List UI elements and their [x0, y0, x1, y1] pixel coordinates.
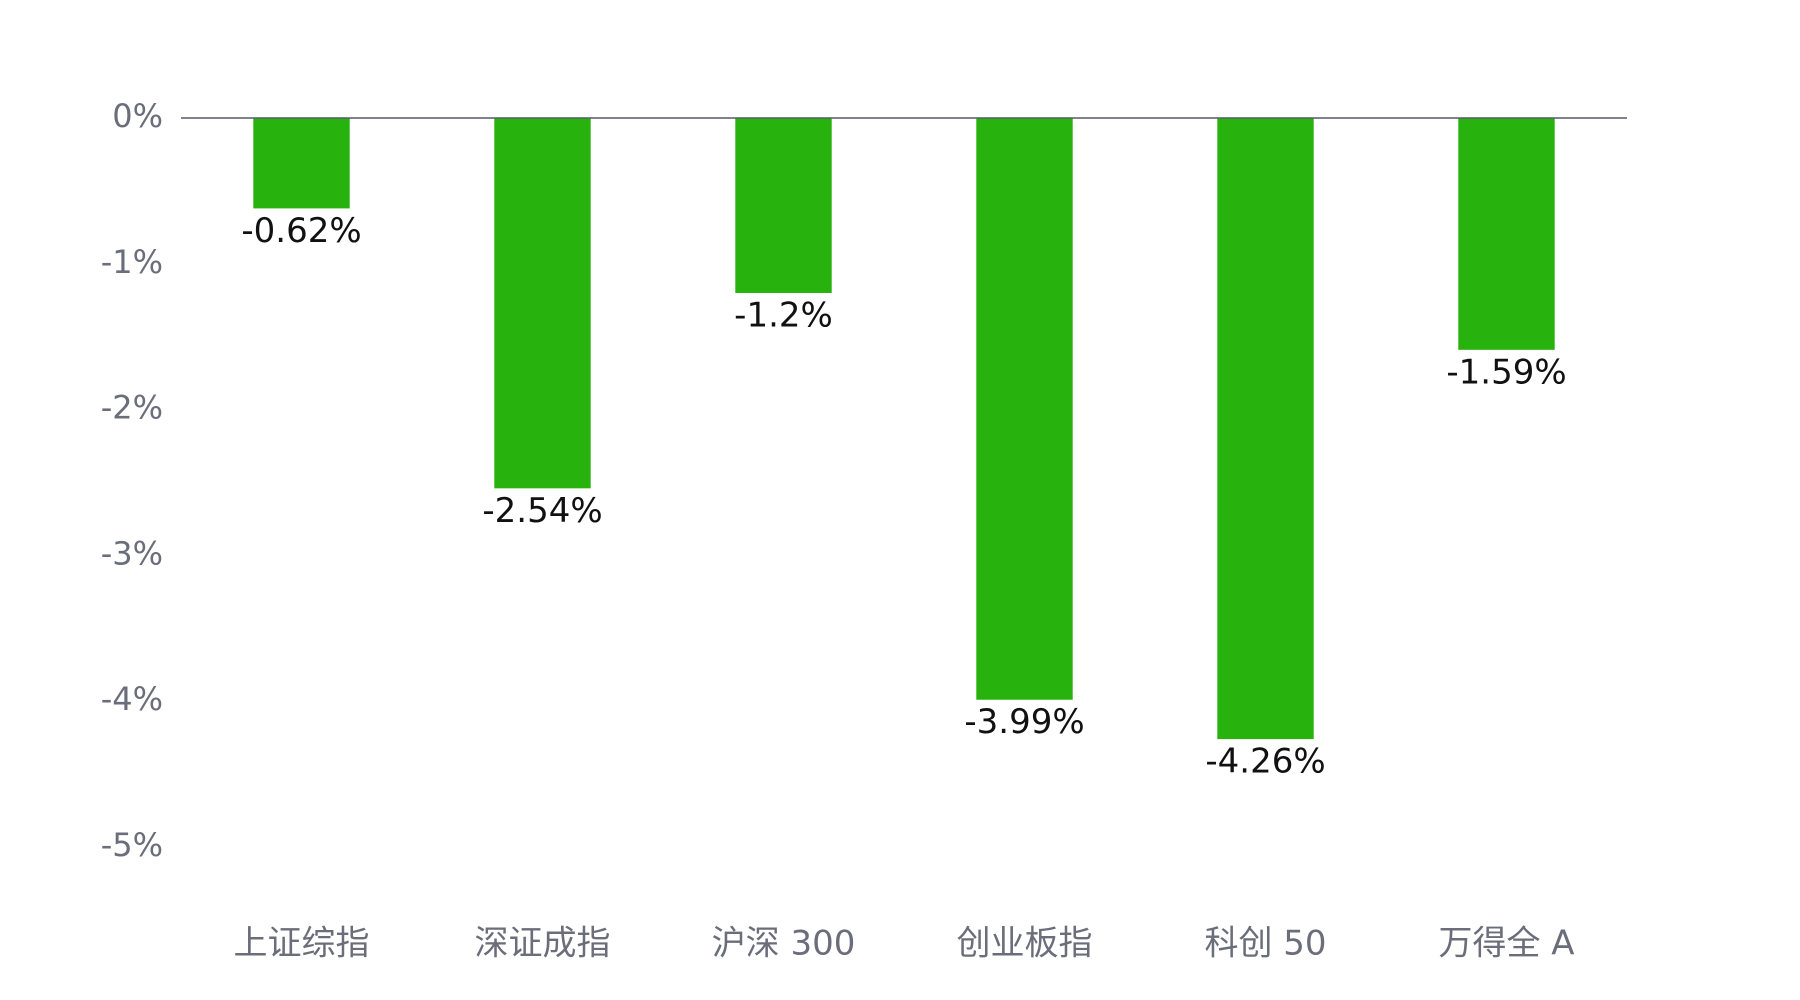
value-label: -0.62% — [241, 211, 361, 251]
x-tick-label: 创业板指 — [957, 924, 1093, 964]
value-label: -3.99% — [964, 702, 1084, 742]
x-tick-label: 沪深 300 — [712, 924, 856, 964]
y-tick-label: -3% — [101, 534, 163, 572]
value-label: -1.2% — [734, 295, 833, 335]
x-tick-label: 科创 50 — [1204, 924, 1326, 964]
x-tick-label: 上证综指 — [234, 924, 370, 964]
value-label: -1.59% — [1446, 352, 1566, 392]
bar — [976, 118, 1073, 700]
y-tick-label: -2% — [101, 389, 163, 427]
y-tick-label: 0% — [112, 97, 163, 135]
y-tick-label: -5% — [101, 826, 163, 864]
y-tick-label: -4% — [101, 680, 163, 718]
bar — [1217, 118, 1314, 740]
bar — [735, 118, 832, 293]
value-label: -4.26% — [1205, 742, 1325, 782]
bar — [494, 118, 591, 489]
y-tick-label: -1% — [101, 243, 163, 281]
value-label: -2.54% — [482, 491, 602, 531]
bar — [1458, 118, 1555, 350]
bar — [253, 118, 350, 209]
x-tick-label: 万得全 A — [1438, 924, 1574, 964]
x-tick-label: 深证成指 — [475, 924, 611, 964]
